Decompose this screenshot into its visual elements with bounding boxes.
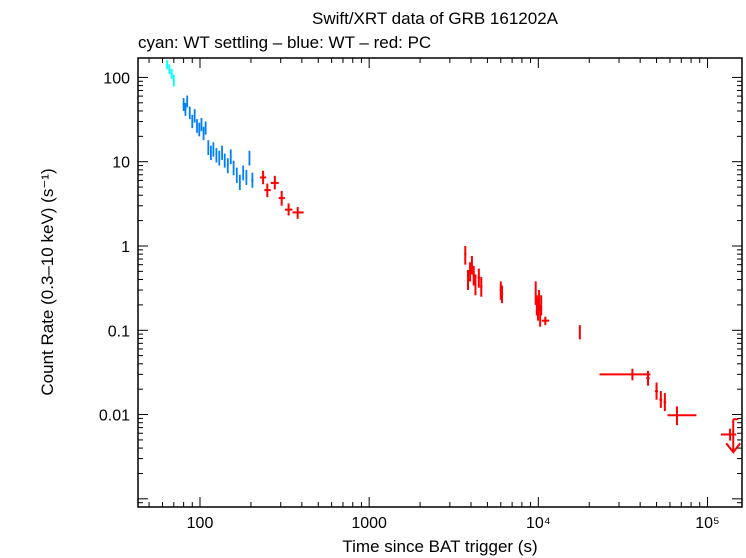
data-point [663, 393, 667, 412]
data-point [464, 245, 467, 265]
data-point [229, 149, 232, 164]
data-point [172, 74, 175, 87]
data-point [235, 167, 238, 183]
data-point [270, 175, 279, 190]
data-point [215, 148, 218, 163]
data-point [284, 203, 293, 216]
data-point [226, 158, 229, 174]
chart-title: Swift/XRT data of GRB 161202A [312, 9, 559, 28]
data-point [659, 391, 663, 408]
data-point [472, 265, 475, 286]
data-point [202, 126, 205, 141]
data-point [242, 165, 245, 181]
y-tick-label: 10 [112, 155, 130, 172]
x-tick-label: 10⁴ [526, 515, 551, 532]
data-point [248, 150, 251, 166]
data-point [186, 95, 189, 108]
data-point [168, 64, 171, 74]
data-point [184, 102, 187, 116]
data-point [251, 172, 254, 188]
data-point [278, 190, 285, 206]
x-tick-label: 100 [187, 515, 214, 532]
y-tick-label: 0.1 [108, 323, 130, 340]
data-point [474, 274, 477, 296]
data-point [477, 268, 480, 288]
y-axis-ticks: 100 10 1 0.1 0.01 [99, 70, 742, 508]
x-axis-label: Time since BAT trigger (s) [342, 537, 537, 556]
data-point [191, 114, 194, 129]
data-point [500, 285, 504, 304]
data-point [534, 281, 537, 305]
data-point [578, 325, 581, 340]
x-tick-label: 10⁵ [695, 515, 719, 532]
data-point [193, 109, 196, 123]
data-point [646, 370, 650, 386]
data-point [538, 290, 541, 311]
data-point [264, 183, 271, 198]
y-tick-label: 100 [103, 70, 130, 87]
data-point [210, 145, 212, 160]
data-point [212, 142, 215, 157]
data-point [204, 121, 207, 135]
y-tick-label: 1 [121, 239, 130, 256]
data-point [198, 122, 201, 137]
upper-limit-marker [725, 418, 742, 454]
data-point [469, 262, 472, 282]
data-point [540, 295, 543, 316]
plot-area: 100 1000 10⁴ 10⁵ 100 10 1 0.1 0.01 [99, 57, 743, 532]
data-point [599, 368, 651, 381]
data-point [259, 170, 267, 185]
upper-limit-arrow-icon [725, 442, 742, 454]
data-point [223, 153, 226, 168]
data-point [655, 382, 659, 400]
data-point [238, 174, 241, 191]
data-point [200, 118, 203, 132]
x-axis-ticks: 100 1000 10⁴ 10⁵ [148, 58, 720, 532]
plot-frame [137, 57, 743, 508]
data-point [188, 106, 191, 120]
data-point [245, 169, 248, 185]
data-point [467, 269, 470, 291]
y-axis-label: Count Rate (0.3–10 keV) (s⁻¹) [38, 168, 57, 395]
data-point [541, 316, 550, 326]
data-points [166, 60, 742, 454]
data-point [218, 150, 221, 166]
data-point [166, 60, 169, 70]
data-point [196, 119, 198, 133]
chart-subtitle: cyan: WT settling – blue: WT – red: PC [138, 33, 431, 52]
data-point [232, 160, 235, 176]
data-point [480, 276, 483, 297]
data-point [292, 207, 304, 219]
data-point [182, 97, 185, 111]
y-tick-label: 0.01 [99, 408, 130, 425]
data-point [470, 256, 473, 275]
data-point [221, 145, 223, 160]
x-tick-label: 1000 [351, 515, 387, 532]
data-point [207, 140, 210, 156]
data-point [170, 68, 173, 79]
data-point [667, 406, 697, 426]
